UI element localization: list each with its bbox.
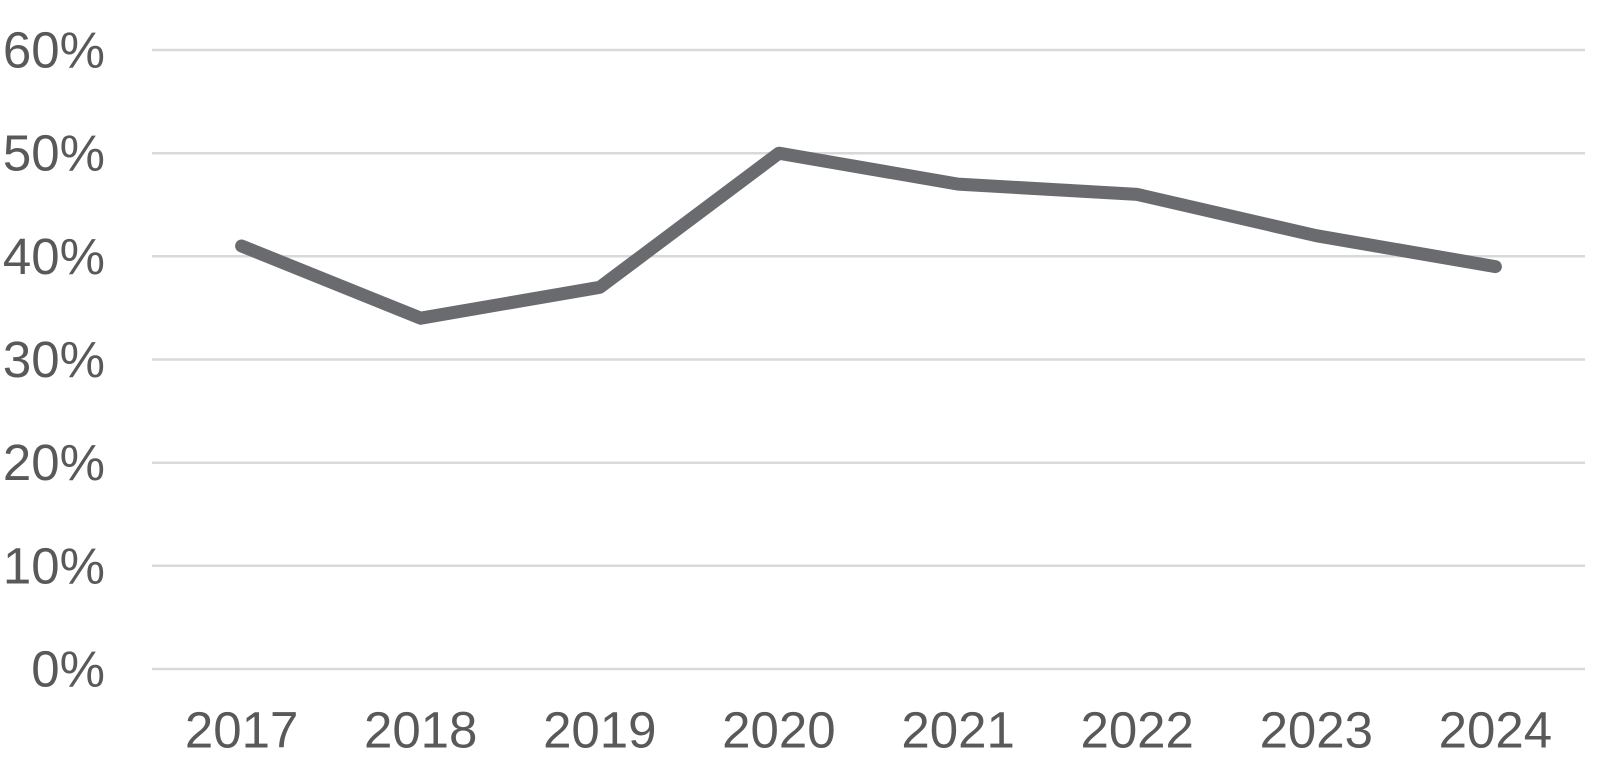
y-axis-tick-label: 50%: [3, 125, 105, 182]
x-axis-tick-label: 2020: [722, 702, 835, 759]
data-series-line: [235, 146, 1502, 325]
x-axis-tick-label: 2017: [185, 702, 298, 759]
x-axis-tick-label: 2021: [901, 702, 1014, 759]
x-axis-tick-label: 2019: [543, 702, 656, 759]
y-axis-tick-label: 0%: [31, 641, 105, 698]
x-axis-tick-label: 2024: [1439, 702, 1552, 759]
y-axis-tick-label: 40%: [3, 228, 105, 285]
x-axis-tick-label: 2022: [1080, 702, 1193, 759]
y-axis-tick-label: 60%: [3, 22, 105, 79]
y-axis-tick-label: 20%: [3, 434, 105, 491]
x-axis-tick-label: 2018: [364, 702, 477, 759]
x-axis-tick-label: 2023: [1260, 702, 1373, 759]
y-axis-tick-label: 10%: [3, 537, 105, 594]
y-axis-tick-label: 30%: [3, 331, 105, 388]
